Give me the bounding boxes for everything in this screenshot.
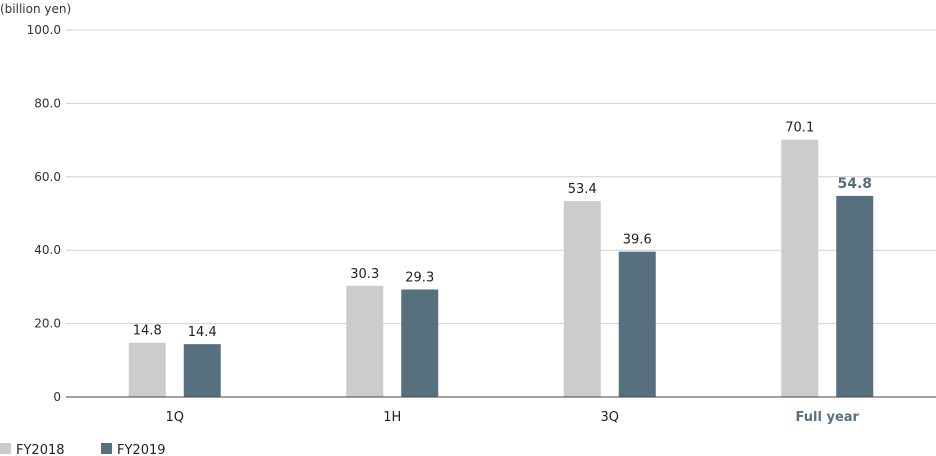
legend: FY2018 FY2019 — [0, 443, 166, 456]
bar-fy2019-2 — [618, 251, 656, 397]
y-tick-label: 100.0 — [27, 23, 61, 37]
bar-fy2018-1 — [346, 285, 384, 397]
y-axis-unit-label: (billion yen) — [0, 2, 71, 16]
legend-swatch — [101, 443, 112, 454]
x-category-label: 1H — [383, 410, 401, 425]
y-tick-label: 20.0 — [34, 317, 61, 331]
data-label: 39.6 — [623, 233, 652, 248]
x-category-label: 1Q — [165, 410, 184, 425]
x-category-label: Full year — [796, 410, 860, 425]
x-category-label: 3Q — [600, 410, 619, 425]
legend-swatch — [0, 443, 11, 454]
data-label: 70.1 — [785, 121, 814, 136]
bar-fy2018-0 — [128, 342, 166, 397]
legend-label: FY2019 — [117, 443, 166, 456]
bar-fy2019-0 — [183, 344, 221, 397]
bar-fy2019-1 — [401, 289, 439, 397]
data-label: 53.4 — [568, 182, 597, 197]
bars — [128, 139, 874, 397]
data-label: 14.4 — [188, 325, 217, 340]
bar-fy2019-3 — [836, 195, 874, 397]
data-labels: 14.8 14.4 30.3 29.3 53.4 39.6 70.1 54.8 — [133, 121, 872, 340]
data-label: 30.3 — [350, 267, 379, 282]
legend-label: FY2018 — [16, 443, 65, 456]
bar-fy2018-3 — [781, 139, 819, 397]
y-axis-ticks: 0 20.0 40.0 60.0 80.0 100.0 — [27, 23, 61, 404]
y-tick-label: 40.0 — [34, 243, 61, 257]
x-axis-labels: 1Q 1H 3Q Full year — [165, 410, 859, 425]
y-tick-label: 60.0 — [34, 170, 61, 184]
data-label: 14.8 — [133, 324, 162, 339]
y-tick-label: 80.0 — [34, 96, 61, 110]
bar-fy2018-2 — [563, 201, 601, 397]
y-tick-label: 0 — [53, 390, 61, 404]
data-label: 29.3 — [405, 270, 434, 285]
data-label: 54.8 — [837, 176, 872, 192]
